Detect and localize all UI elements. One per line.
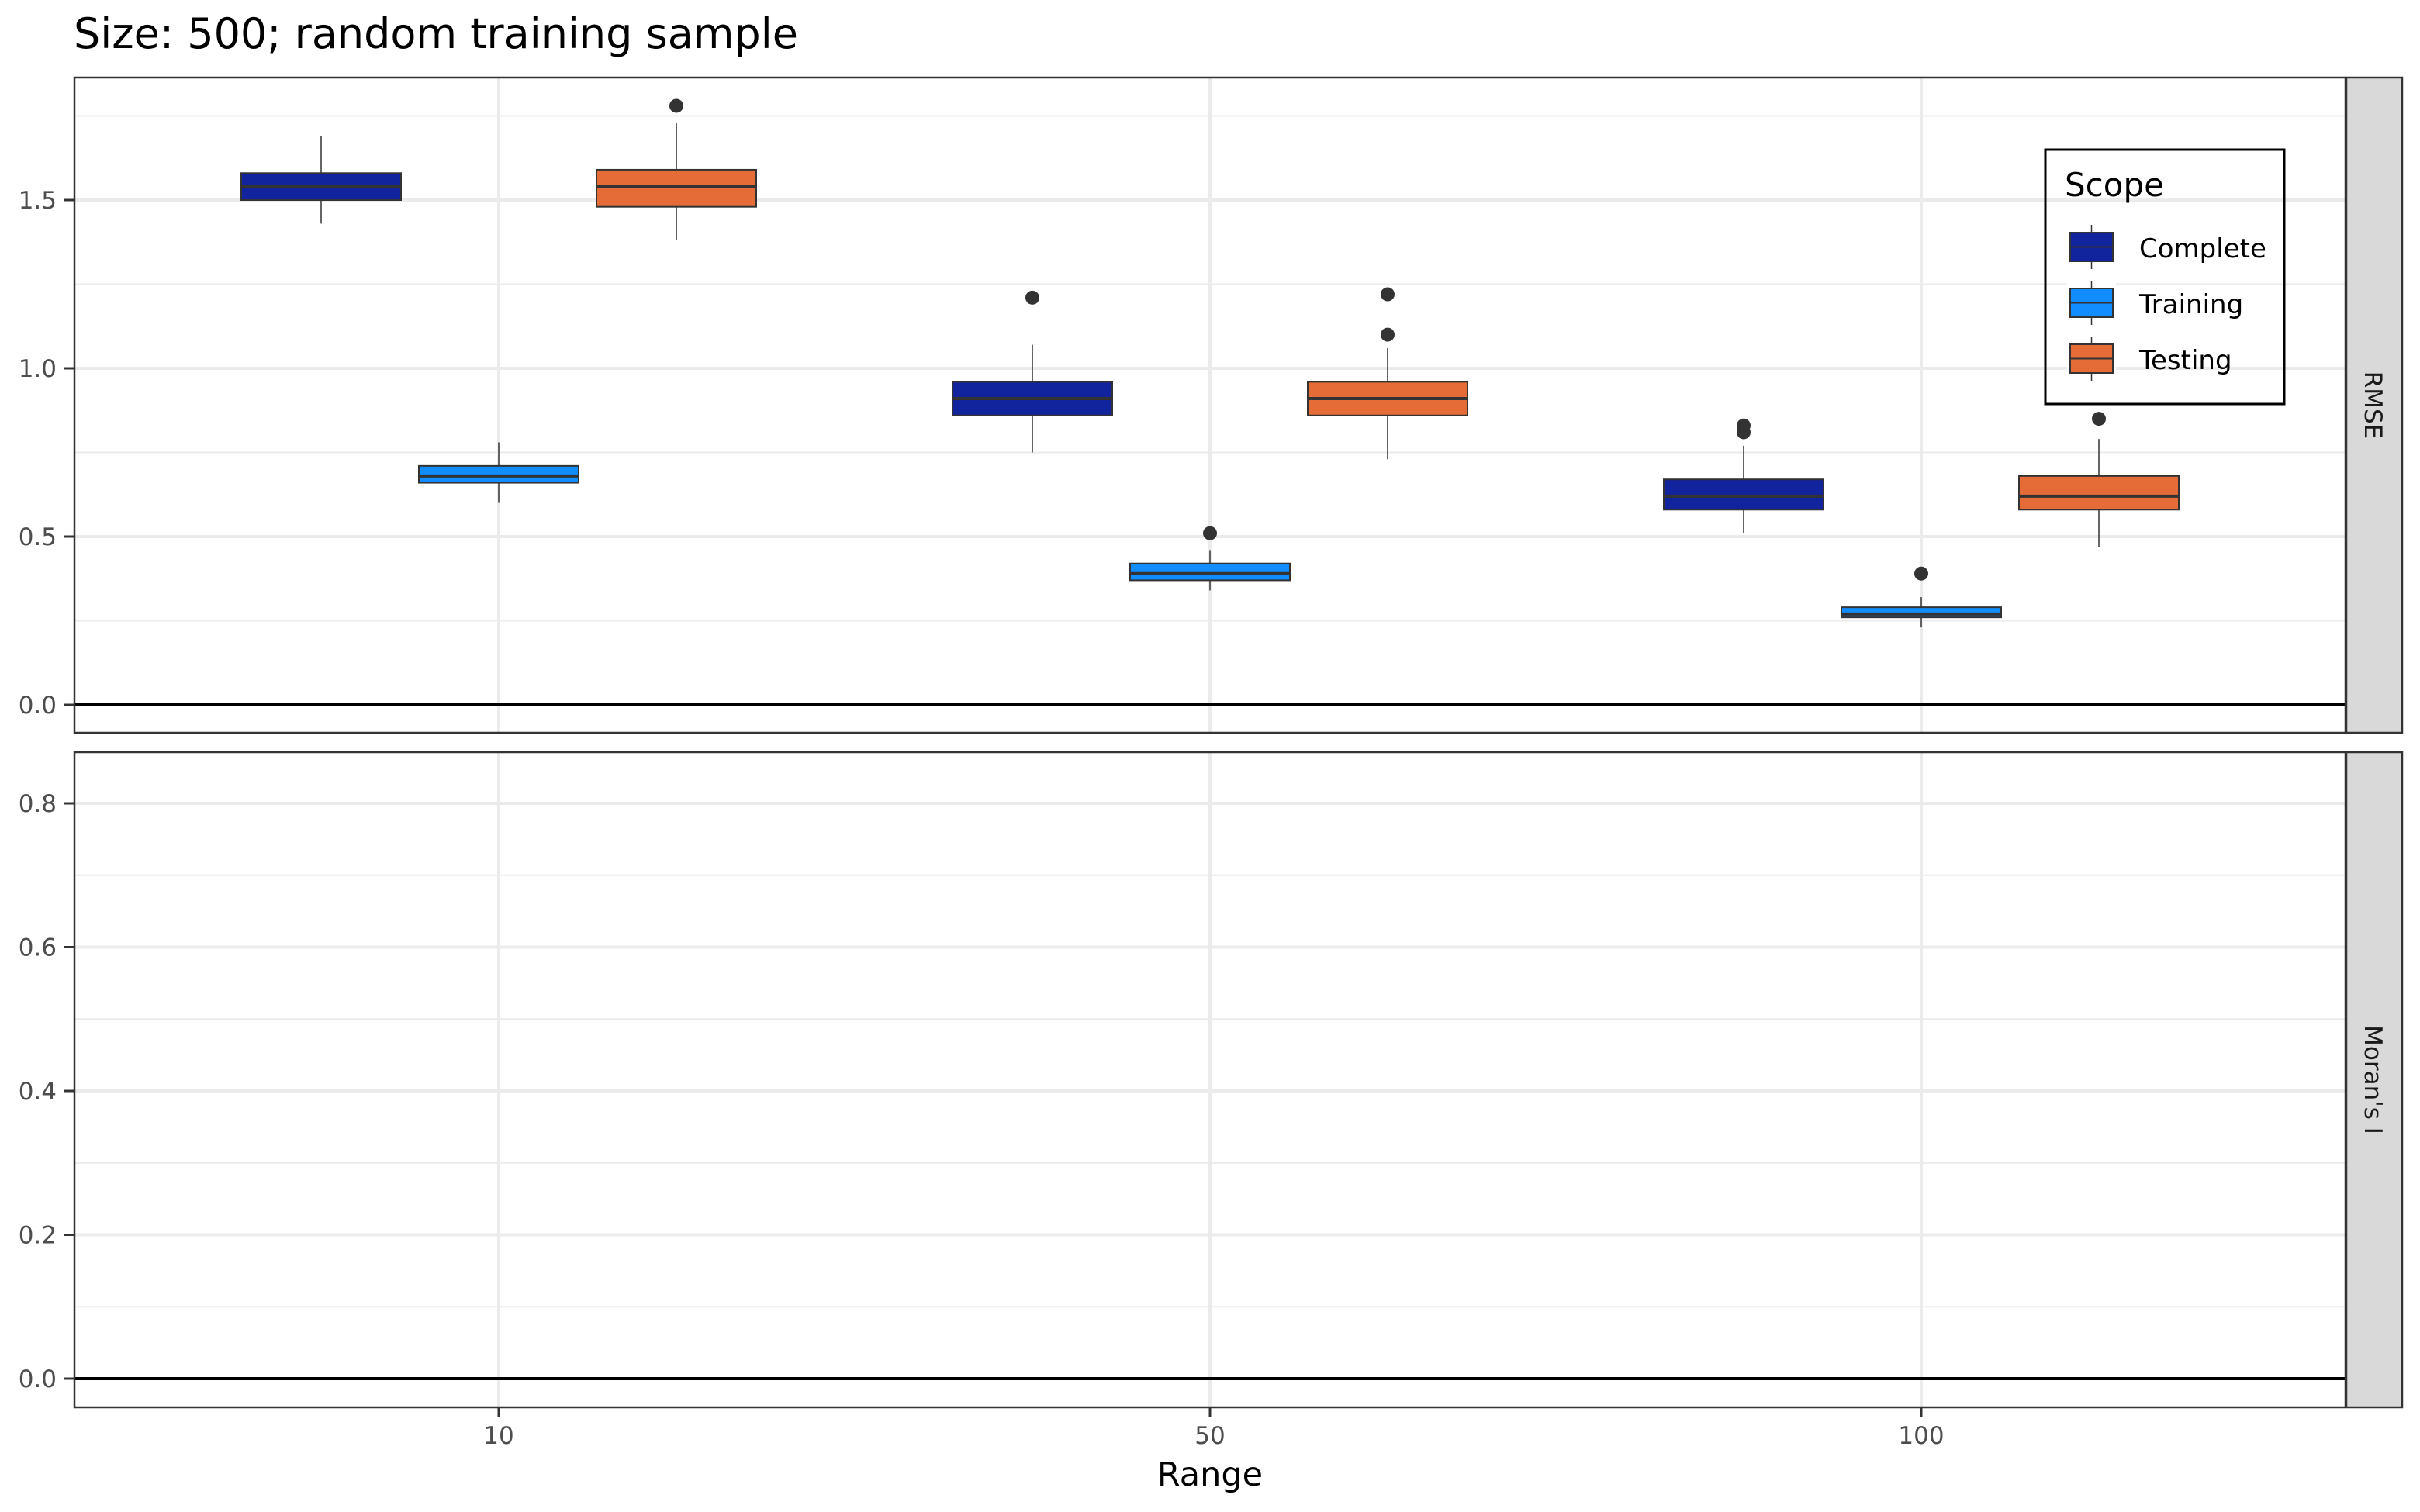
outlier-point bbox=[1203, 526, 1217, 540]
x-tick-label: 100 bbox=[1898, 1422, 1944, 1450]
boxplot-training-100 bbox=[1841, 566, 2002, 628]
outlier-point bbox=[1381, 287, 1395, 302]
legend-label: Training bbox=[2138, 289, 2243, 320]
y-tick-label: 0.5 bbox=[19, 523, 57, 551]
boxplot-training-10 bbox=[418, 442, 579, 503]
legend: Scope Complete Training Testing bbox=[2044, 148, 2286, 406]
y-tick-label: 0.0 bbox=[19, 692, 57, 720]
strip-rmse bbox=[2345, 76, 2404, 734]
x-axis-title: Range bbox=[1157, 1455, 1263, 1494]
boxes-rmse bbox=[240, 98, 2180, 628]
legend-label: Testing bbox=[2138, 345, 2232, 376]
y-tick-label: 1.5 bbox=[19, 187, 57, 215]
panel-morans-i: 0.0 0.2 0.4 0.6 0.8 Moran's I bbox=[19, 751, 2404, 1409]
box bbox=[1129, 562, 1291, 582]
strip-label-morans-i: Moran's I bbox=[2359, 1025, 2387, 1134]
boxplot-testing-50 bbox=[1307, 287, 1468, 460]
boxplot-training-50 bbox=[1129, 526, 1291, 591]
y-tick-label: 1.0 bbox=[19, 355, 57, 383]
y-tick-label: 0.4 bbox=[19, 1078, 57, 1106]
boxplot-testing-100 bbox=[2018, 412, 2180, 547]
outlier-point bbox=[1914, 566, 1928, 581]
chart-title: Size: 500; random training sample bbox=[74, 9, 798, 58]
panel-rmse: 0.0 0.5 1.0 1.5 RMSE bbox=[19, 76, 2404, 734]
legend-entries: Complete Training Testing bbox=[2067, 223, 2266, 383]
y-tick-label: 0.6 bbox=[19, 934, 57, 962]
legend-entry-training: Training bbox=[2067, 279, 2243, 327]
box bbox=[1841, 606, 2002, 619]
y-tick-label: 0.0 bbox=[19, 1365, 57, 1393]
legend-border bbox=[2044, 148, 2286, 406]
y-axis-morans-i: 0.0 0.2 0.4 0.6 0.8 bbox=[19, 790, 74, 1393]
x-tick-label: 50 bbox=[1194, 1422, 1225, 1450]
x-axis: 10 50 100 bbox=[483, 1407, 1945, 1450]
y-axis-rmse: 0.0 0.5 1.0 1.5 bbox=[19, 187, 74, 720]
y-tick-label: 0.2 bbox=[19, 1222, 57, 1250]
strip-morans-i bbox=[2345, 751, 2404, 1409]
boxplot-complete-10 bbox=[240, 136, 402, 224]
outlier-point bbox=[1737, 418, 1751, 433]
boxplot-complete-50 bbox=[952, 290, 1113, 453]
box bbox=[418, 464, 579, 484]
strip-label-rmse: RMSE bbox=[2359, 371, 2387, 440]
box bbox=[596, 168, 757, 208]
outlier-point bbox=[2092, 412, 2106, 426]
box bbox=[2018, 475, 2180, 511]
boxplot-complete-100 bbox=[1663, 418, 1824, 533]
legend-entry-complete: Complete bbox=[2067, 223, 2266, 271]
boxplot-testing-10 bbox=[596, 98, 757, 241]
box bbox=[1663, 478, 1824, 511]
outlier-point bbox=[1025, 290, 1039, 305]
x-tick-label: 10 bbox=[483, 1422, 513, 1450]
legend-label: Complete bbox=[2139, 233, 2266, 264]
y-tick-label: 0.8 bbox=[19, 790, 57, 818]
legend-title: Scope bbox=[2065, 166, 2164, 204]
legend-entry-testing: Testing bbox=[2067, 335, 2232, 383]
outlier-point bbox=[1381, 327, 1395, 342]
outlier-point bbox=[669, 98, 683, 113]
